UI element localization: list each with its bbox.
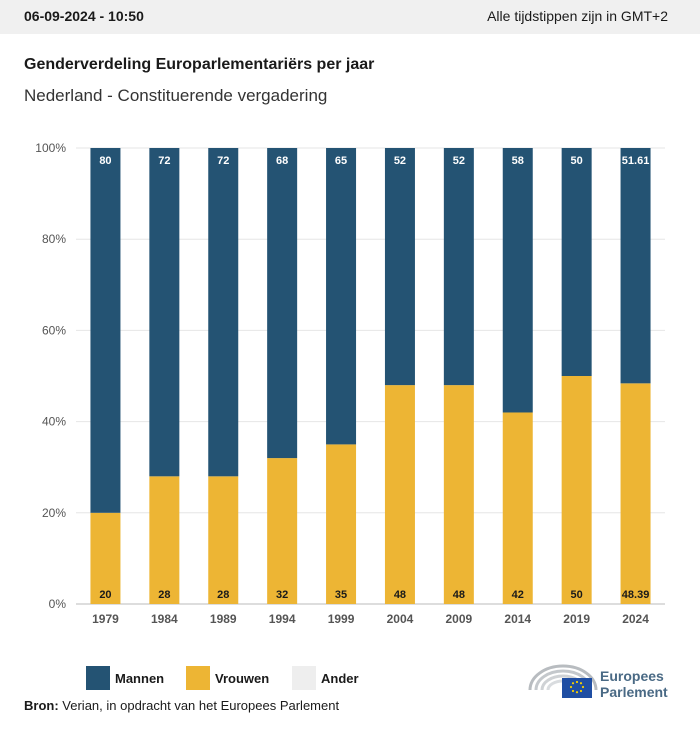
data-label: 48.39 (622, 589, 650, 601)
bar-vrouwen (561, 376, 592, 604)
bar-vrouwen (620, 383, 651, 604)
data-label: 42 (512, 589, 524, 601)
bar-mannen (561, 148, 592, 376)
data-label: 72 (158, 155, 170, 167)
x-tick-label: 1989 (210, 612, 237, 626)
european-parliament-logo: Europees Parlement (528, 660, 678, 700)
x-tick-label: 1979 (92, 612, 119, 626)
data-label: 32 (276, 589, 288, 601)
bar-mannen (149, 148, 180, 477)
y-tick-label: 80% (42, 232, 66, 246)
bar-vrouwen (267, 458, 298, 604)
legend-swatch-vrouwen (186, 666, 210, 690)
x-tick-label: 2009 (445, 612, 472, 626)
source-note: Bron: Verian, in opdracht van het Europe… (24, 698, 339, 713)
data-label: 65 (335, 155, 347, 167)
data-label: 80 (99, 155, 111, 167)
data-label: 20 (99, 589, 111, 601)
data-label: 28 (217, 589, 229, 601)
x-tick-label: 2014 (504, 612, 531, 626)
logo-line-1: Europees (600, 668, 664, 684)
bar-mannen (443, 148, 474, 386)
bar-mannen (326, 148, 357, 445)
y-tick-label: 0% (49, 597, 67, 611)
bar-mannen (267, 148, 298, 459)
legend-label-vrouwen: Vrouwen (215, 671, 270, 686)
bar-vrouwen (90, 512, 121, 604)
data-label: 48 (394, 589, 406, 601)
x-tick-label: 2019 (563, 612, 590, 626)
x-tick-label: 2004 (387, 612, 414, 626)
x-tick-label: 1999 (328, 612, 355, 626)
bar-mannen (620, 148, 651, 384)
bar-vrouwen (149, 476, 180, 604)
bar-mannen (384, 148, 415, 386)
x-tick-label: 1984 (151, 612, 178, 626)
y-tick-label: 100% (35, 141, 66, 155)
top-bar: 06-09-2024 - 10:50 Alle tijdstippen zijn… (0, 0, 700, 34)
data-label: 52 (453, 155, 465, 167)
legend-swatch-ander (292, 666, 316, 690)
chart-title: Genderverdeling Europarlementariërs per … (24, 56, 375, 73)
eu-flag-icon (562, 678, 592, 698)
bar-vrouwen (502, 412, 533, 604)
data-label: 68 (276, 155, 288, 167)
bar-vrouwen (384, 385, 415, 604)
parliament-hemicycle-icon (528, 664, 598, 698)
source-label: Bron: (24, 698, 59, 713)
logo-text: Europees Parlement (600, 668, 668, 700)
bar-vrouwen (326, 444, 357, 604)
timezone-note: Alle tijdstippen zijn in GMT+2 (487, 8, 668, 24)
bar-mannen (208, 148, 239, 477)
y-tick-label: 20% (42, 506, 66, 520)
legend-label-mannen: Mannen (115, 671, 165, 686)
data-label: 58 (512, 155, 524, 167)
data-label: 50 (571, 589, 583, 601)
legend-swatch-mannen (86, 666, 110, 690)
bar-mannen (502, 148, 533, 413)
source-text: Verian, in opdracht van het Europees Par… (62, 698, 340, 713)
x-tick-label: 1994 (269, 612, 296, 626)
data-label: 52 (394, 155, 406, 167)
y-tick-label: 60% (42, 323, 66, 337)
bar-vrouwen (443, 385, 474, 604)
data-label: 48 (453, 589, 465, 601)
date-time: 06-09-2024 - 10:50 (24, 8, 144, 24)
bar-vrouwen (208, 476, 239, 604)
legend-label-ander: Ander (321, 671, 359, 686)
data-label: 51.61 (622, 155, 650, 167)
x-tick-label: 2024 (622, 612, 649, 626)
bar-mannen (90, 148, 121, 513)
logo-line-2: Parlement (600, 684, 668, 700)
chart-subtitle: Nederland - Constituerende vergadering (24, 86, 328, 105)
data-label: 35 (335, 589, 347, 601)
data-label: 72 (217, 155, 229, 167)
y-tick-label: 40% (42, 415, 66, 429)
data-label: 50 (571, 155, 583, 167)
stacked-bar-chart: 0% 20% 40% 60% 80% 100% 20 80 1979 28 72 1984 28 72 19… (35, 141, 665, 626)
data-label: 28 (158, 589, 170, 601)
